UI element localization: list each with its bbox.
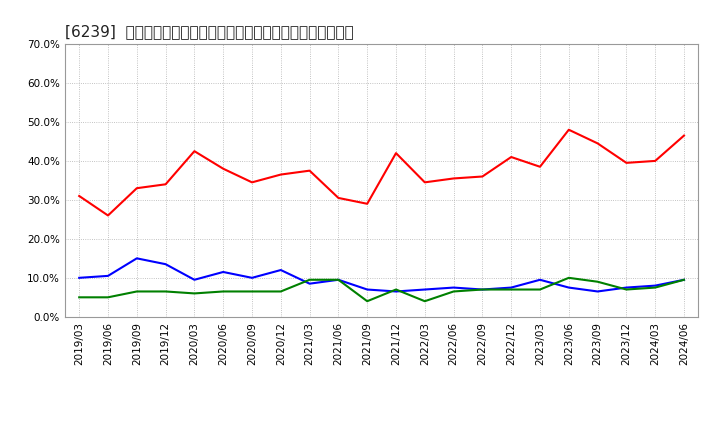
売上債権	[564, 127, 573, 132]
売上債権	[536, 164, 544, 169]
売上債権	[392, 150, 400, 156]
買入債務	[276, 289, 285, 294]
買入債務	[161, 289, 170, 294]
売上債権	[132, 186, 141, 191]
買入債務	[478, 287, 487, 292]
売上債権	[190, 149, 199, 154]
在庫	[334, 277, 343, 282]
買入債務	[420, 299, 429, 304]
売上債権	[651, 158, 660, 164]
買入債務	[680, 277, 688, 282]
在庫	[75, 275, 84, 280]
在庫	[680, 277, 688, 282]
買入債務	[219, 289, 228, 294]
Line: 買入債務: 買入債務	[79, 278, 684, 301]
在庫	[276, 268, 285, 273]
売上債権	[305, 168, 314, 173]
買入債務	[334, 277, 343, 282]
在庫	[305, 281, 314, 286]
売上債権	[248, 180, 256, 185]
買入債務	[564, 275, 573, 280]
買入債務	[507, 287, 516, 292]
売上債権	[334, 195, 343, 201]
売上債権	[478, 174, 487, 179]
在庫	[363, 287, 372, 292]
売上債権	[593, 141, 602, 146]
Legend: 売上債権, 在庫, 買入債務: 売上債権, 在庫, 買入債務	[258, 438, 505, 440]
在庫	[478, 287, 487, 292]
買入債務	[536, 287, 544, 292]
売上債権	[420, 180, 429, 185]
売上債権	[622, 160, 631, 165]
売上債権	[276, 172, 285, 177]
買入債務	[190, 291, 199, 296]
在庫	[651, 283, 660, 288]
売上債権	[363, 201, 372, 206]
売上債権	[449, 176, 458, 181]
在庫	[219, 269, 228, 275]
Text: [6239]  売上債権、在庫、買入債務の総資産に対する比率の推移: [6239] 売上債権、在庫、買入債務の総資産に対する比率の推移	[65, 24, 354, 39]
売上債権	[104, 213, 112, 218]
在庫	[190, 277, 199, 282]
在庫	[420, 287, 429, 292]
在庫	[104, 273, 112, 279]
在庫	[449, 285, 458, 290]
在庫	[507, 285, 516, 290]
買入債務	[392, 287, 400, 292]
買入債務	[104, 295, 112, 300]
買入債務	[248, 289, 256, 294]
売上債権	[680, 133, 688, 138]
買入債務	[622, 287, 631, 292]
在庫	[248, 275, 256, 280]
売上債権	[161, 182, 170, 187]
在庫	[593, 289, 602, 294]
在庫	[161, 261, 170, 267]
売上債権	[219, 166, 228, 171]
在庫	[536, 277, 544, 282]
売上債権	[507, 154, 516, 160]
買入債務	[593, 279, 602, 284]
在庫	[392, 289, 400, 294]
Line: 在庫: 在庫	[79, 258, 684, 291]
買入債務	[651, 285, 660, 290]
買入債務	[363, 299, 372, 304]
売上債権	[75, 193, 84, 198]
買入債務	[75, 295, 84, 300]
在庫	[622, 285, 631, 290]
買入債務	[449, 289, 458, 294]
Line: 売上債権: 売上債権	[79, 130, 684, 216]
買入債務	[305, 277, 314, 282]
在庫	[564, 285, 573, 290]
在庫	[132, 256, 141, 261]
買入債務	[132, 289, 141, 294]
